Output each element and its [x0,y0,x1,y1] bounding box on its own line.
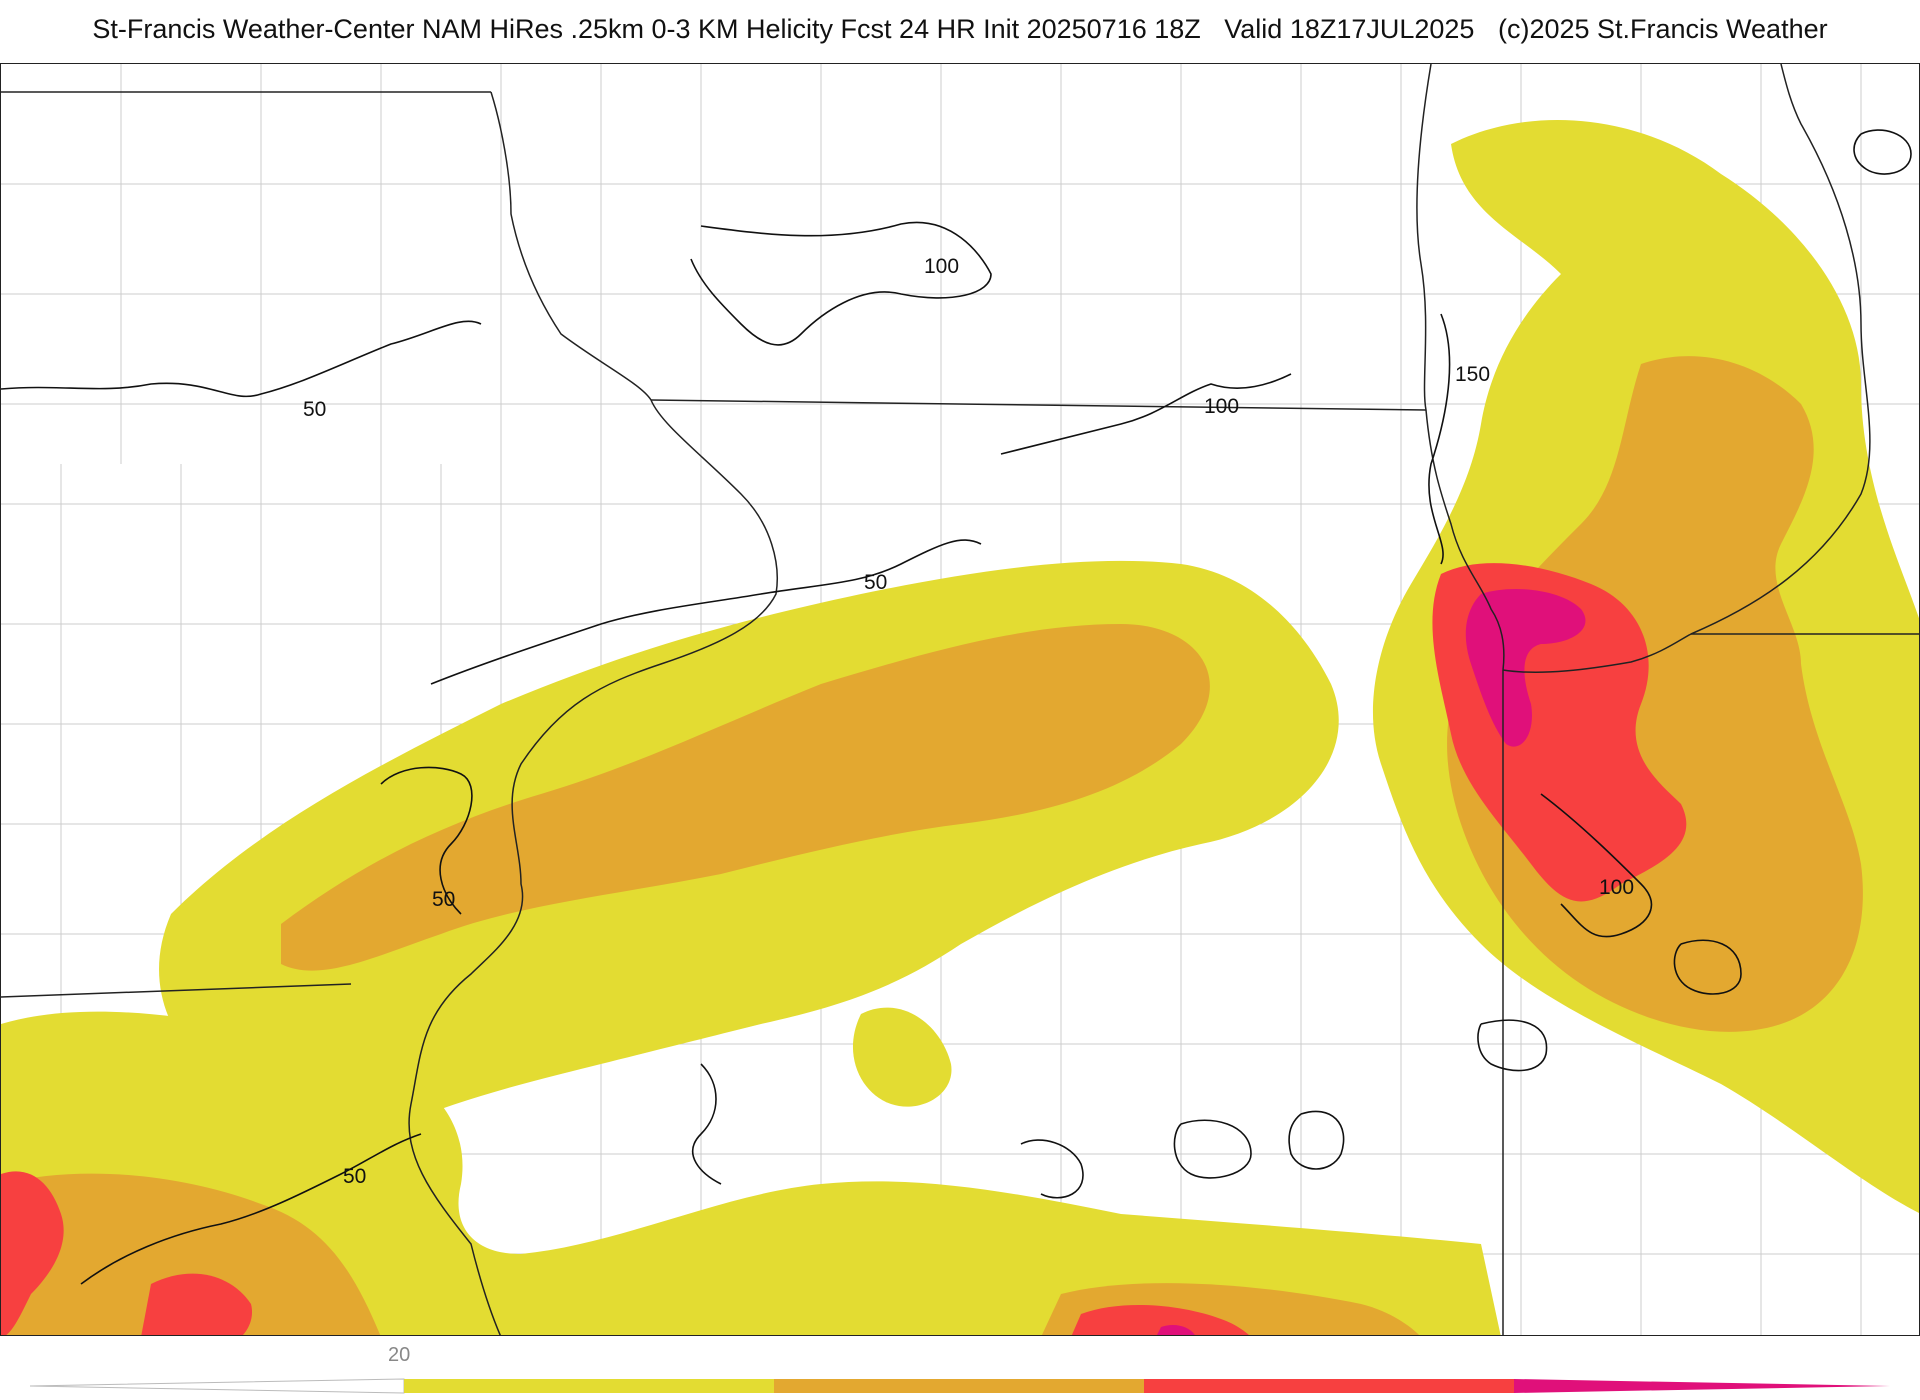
title-copyright: (c)2025 St.Francis Weather [1497,14,1828,44]
colorbar-segment-2 [774,1379,1144,1393]
colorbar [30,1378,1890,1394]
map-title: St-Francis Weather-Center NAM HiRes .25k… [0,14,1920,45]
helicity-level-2 [1,356,1863,1335]
colorbar-segment-3 [1144,1379,1514,1393]
contour-label-50-center: 50 [864,571,887,594]
title-model: St-Francis Weather-Center NAM HiRes .25k… [92,14,1201,44]
contour-label-50-south: 50 [343,1165,366,1188]
contour-label-50-southwest: 50 [432,888,455,911]
contour-label-150: 150 [1455,363,1490,386]
state-borders [1,64,1919,1335]
contour-label-100-north: 100 [924,255,959,278]
contour-label-100-center: 100 [1204,395,1239,418]
contour-label-50-west: 50 [303,398,326,421]
colorbar-low-triangle [30,1378,405,1394]
colorbar-tick-label: 20 [388,1344,411,1366]
colorbar-high-triangle [1514,1379,1890,1393]
map-canvas: 50 100 100 150 50 50 100 50 [1,64,1919,1335]
helicity-contours [1,129,1912,1285]
colorbar-segment-1 [404,1379,774,1393]
contour-label-100-east: 100 [1599,876,1634,899]
title-valid: Valid 18Z17JUL2025 [1224,14,1475,44]
helicity-map: 50 100 100 150 50 50 100 50 [0,63,1920,1336]
contour-labels: 50 100 100 150 50 50 100 50 [303,255,1634,1188]
helicity-level-4 [1157,589,1586,1335]
